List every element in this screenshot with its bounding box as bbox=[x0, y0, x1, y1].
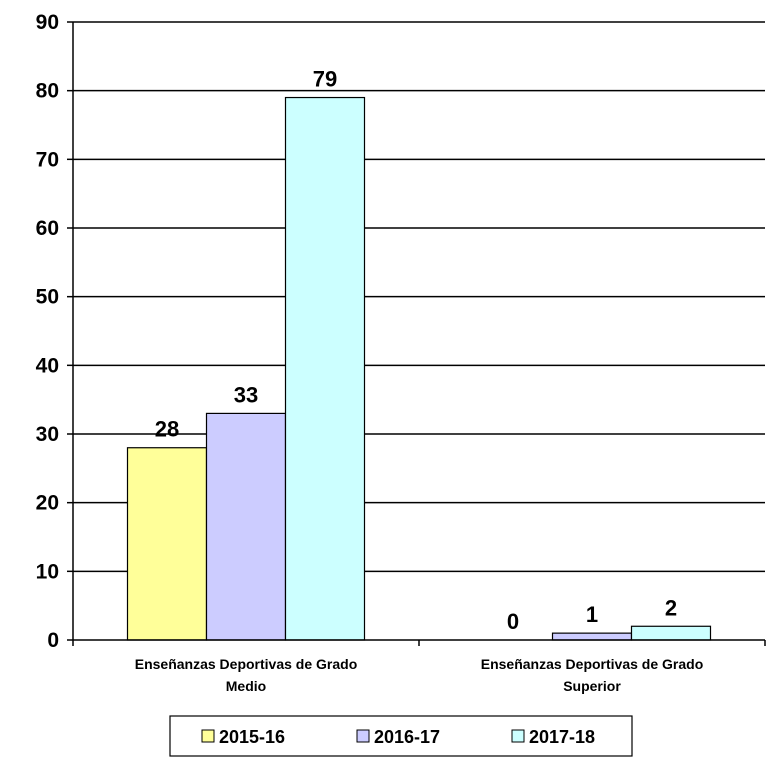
bar-2016-17-cat1 bbox=[551, 632, 633, 641]
data-label-2015-16-cat1: 0 bbox=[507, 609, 519, 634]
y-tick-label: 40 bbox=[36, 354, 59, 377]
data-label-2017-18-cat1: 2 bbox=[665, 595, 677, 620]
legend-label-2015-16: 2015-16 bbox=[219, 727, 285, 747]
y-tick-label: 0 bbox=[47, 629, 59, 652]
x-category-label: Medio bbox=[226, 678, 266, 694]
y-tick-label: 80 bbox=[36, 80, 59, 103]
legend-swatch-2017-18 bbox=[511, 729, 525, 743]
legend-swatch-2015-16 bbox=[201, 729, 215, 743]
y-tick-label: 30 bbox=[36, 423, 59, 446]
y-tick-label: 60 bbox=[36, 217, 59, 240]
legend-swatch-2016-17 bbox=[356, 729, 370, 743]
bar-2016-17-cat0 bbox=[205, 412, 287, 641]
x-category-label: Superior bbox=[563, 678, 621, 694]
legend-label-2017-18: 2017-18 bbox=[529, 727, 595, 747]
x-category-label: Enseñanzas Deportivas de Grado bbox=[481, 656, 704, 672]
y-tick-label: 50 bbox=[36, 286, 59, 309]
y-tick-label: 90 bbox=[36, 11, 59, 34]
bar-2015-16-cat0 bbox=[126, 447, 208, 641]
bar-2017-18-cat0 bbox=[284, 96, 366, 641]
data-label-2017-18-cat0: 79 bbox=[313, 67, 337, 92]
data-label-2016-17-cat0: 33 bbox=[234, 382, 258, 407]
legend-label-2016-17: 2016-17 bbox=[374, 727, 440, 747]
x-category-label: Enseñanzas Deportivas de Grado bbox=[135, 656, 358, 672]
data-label-2016-17-cat1: 1 bbox=[586, 602, 598, 627]
legend-box bbox=[169, 715, 633, 757]
y-tick-label: 20 bbox=[36, 492, 59, 515]
y-tick-label: 10 bbox=[36, 560, 59, 583]
bar-2017-18-cat1 bbox=[630, 625, 712, 641]
y-tick-label: 70 bbox=[36, 148, 59, 171]
data-label-2015-16-cat0: 28 bbox=[155, 417, 179, 442]
